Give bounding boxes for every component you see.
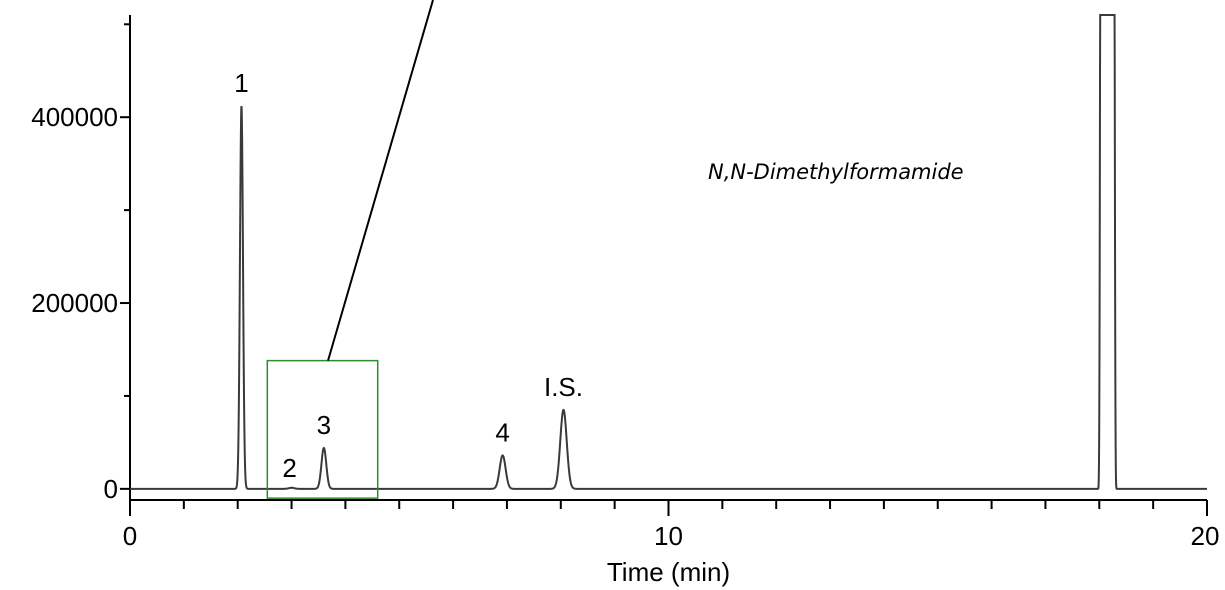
x-tick-label: 10: [654, 521, 683, 551]
compound-annotation: N,N-Dimethylformamide: [708, 160, 964, 184]
x-tick-label: 0: [123, 521, 137, 551]
x-ticks: 0 10 20: [123, 500, 1220, 551]
peak-label: 3: [317, 410, 331, 440]
x-axis: 0 10 20: [123, 499, 1220, 551]
x-tick-label: 20: [1191, 521, 1220, 551]
peak-label: 2: [282, 453, 296, 483]
peak-labels: 1 23 4 I.S.: [234, 68, 583, 483]
y-axis: 0 200000 400000: [31, 15, 131, 504]
peak-label: 1: [234, 68, 248, 98]
peak-label: I.S.: [544, 372, 583, 402]
zoom-callout-line: [327, 0, 434, 361]
peak-label: 4: [495, 417, 509, 447]
zoom-box: [266, 359, 379, 499]
x-axis-title: Time (min): [607, 557, 730, 587]
y-ticks: 0 200000 400000: [31, 23, 130, 504]
y-tick-label: 0: [104, 474, 118, 504]
y-tick-label: 400000: [31, 102, 118, 132]
chromatogram-trace: [130, 14, 1207, 490]
y-tick-label: 200000: [31, 288, 118, 318]
